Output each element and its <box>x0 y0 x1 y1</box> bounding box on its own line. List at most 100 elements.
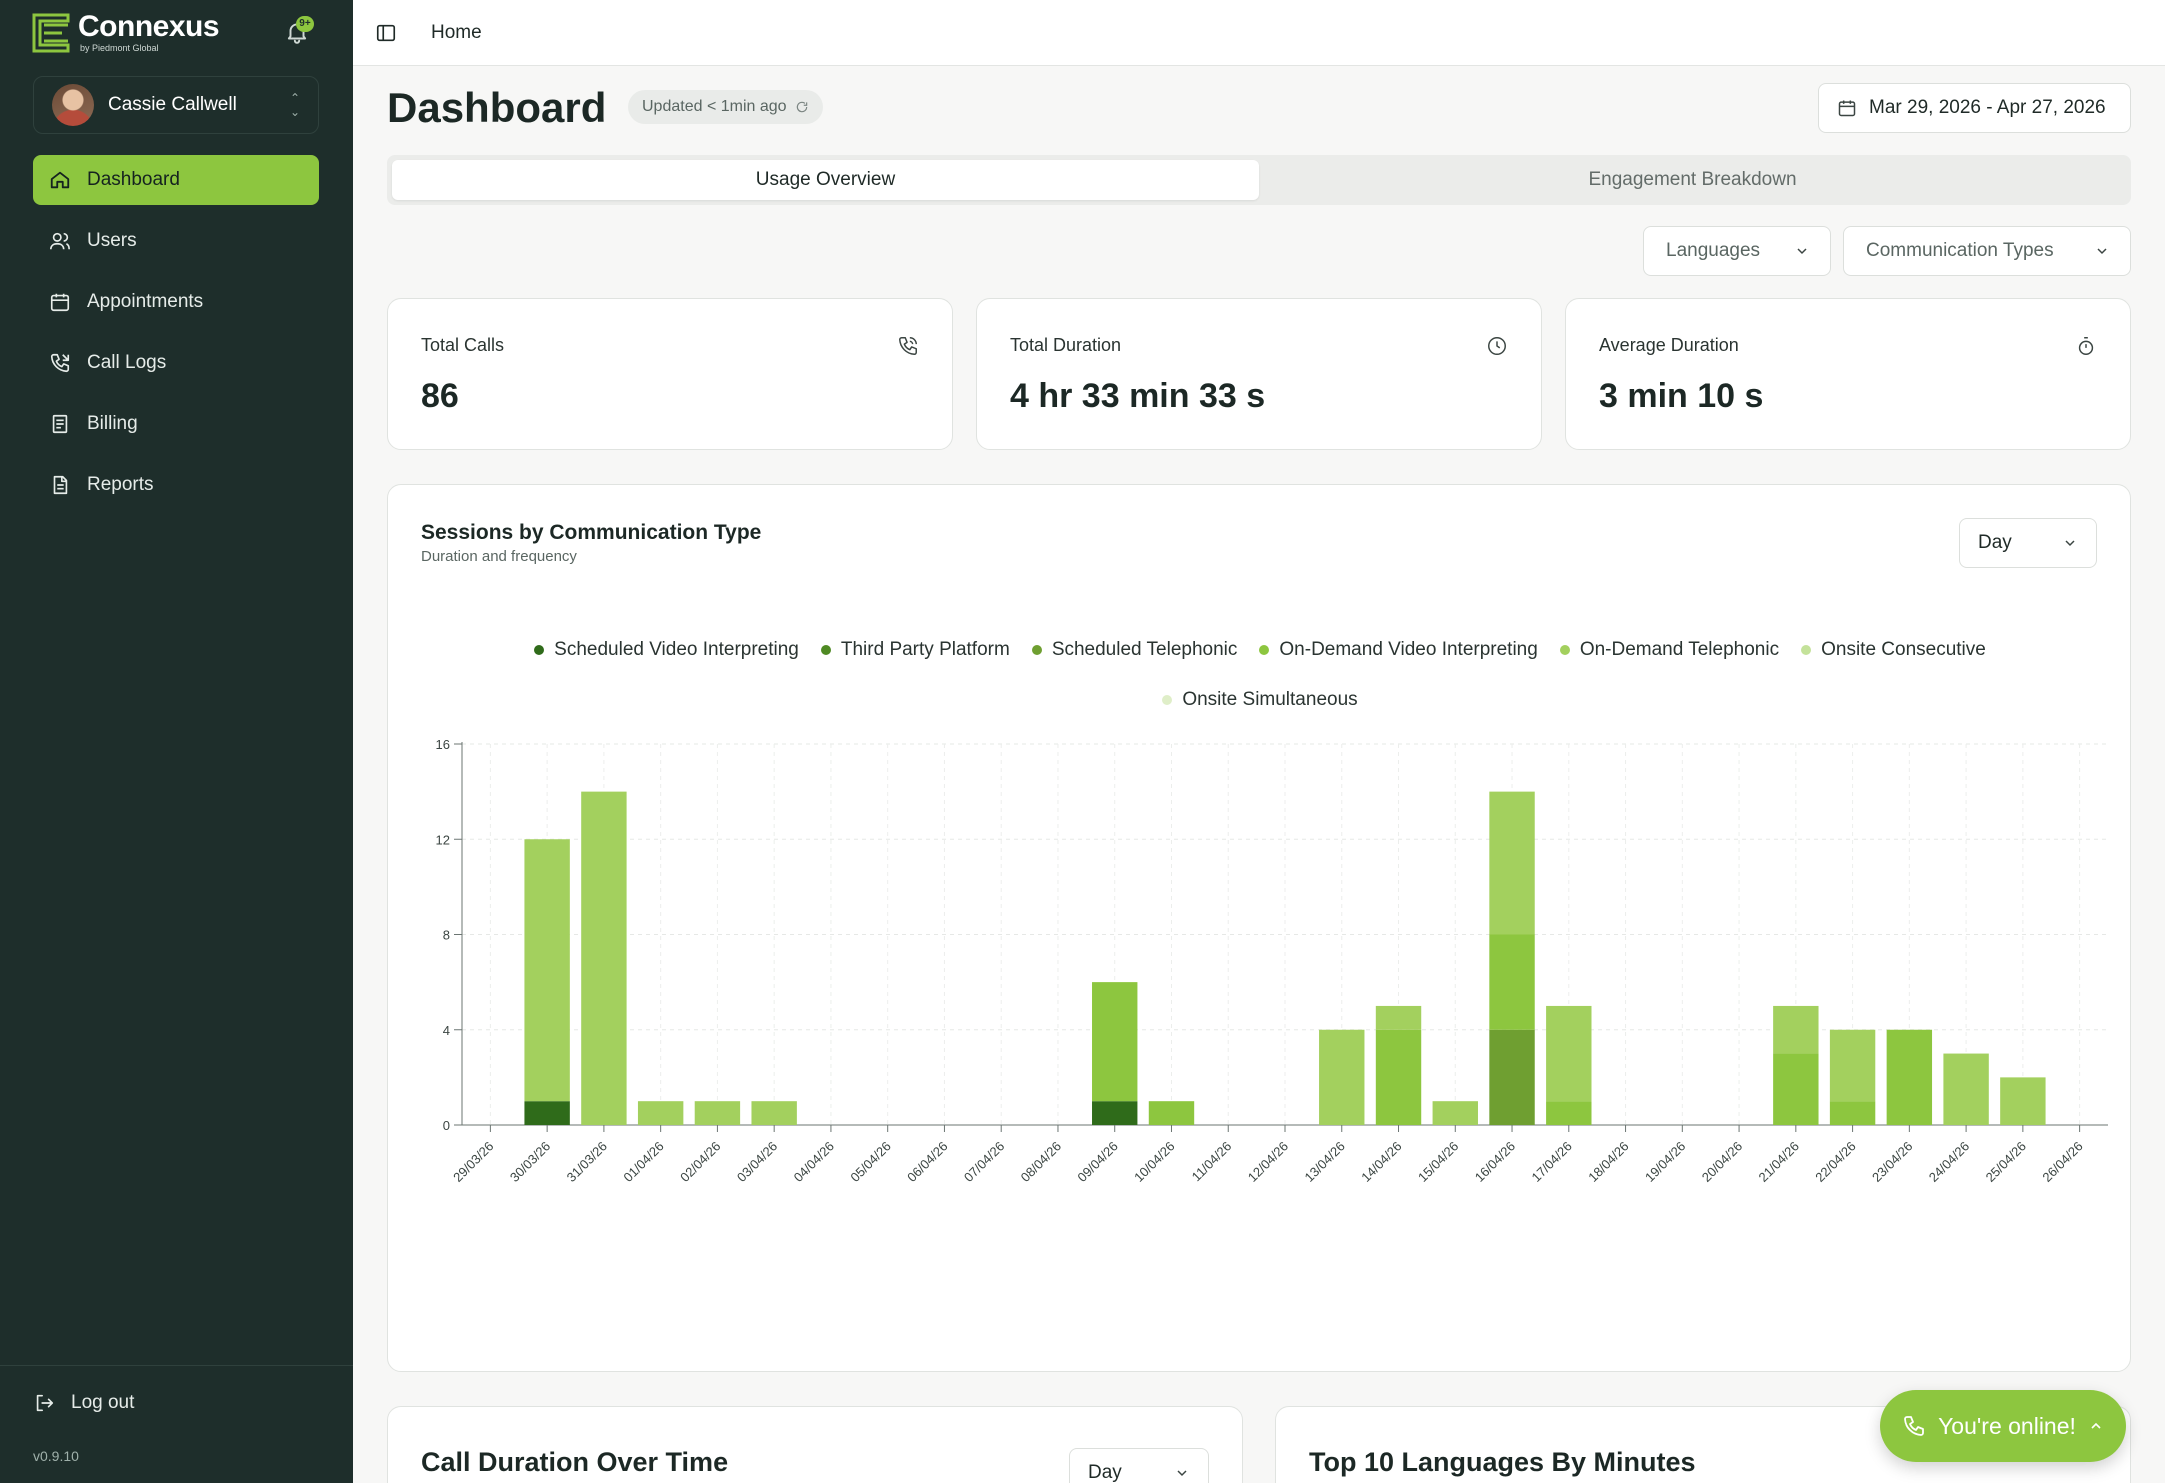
languages-filter-label: Languages <box>1666 240 1761 261</box>
sidebar-nav: Dashboard Users Appointments Call Logs B… <box>33 155 319 521</box>
legend-item[interactable]: Onsite Consecutive <box>1801 633 1986 667</box>
x-tick-label: 07/04/26 <box>961 1139 1007 1185</box>
timer-icon <box>2078 337 2094 355</box>
x-tick-label: 11/04/26 <box>1189 1139 1235 1185</box>
logout-icon <box>36 1394 54 1412</box>
sidebar-item-label: Appointments <box>87 291 204 312</box>
main-content: Home Dashboard Updated < 1min ago Mar 29… <box>353 0 2165 1483</box>
y-tick-label: 12 <box>436 832 450 847</box>
chevron-down-icon <box>1797 248 1807 255</box>
y-tick-label: 4 <box>443 1023 450 1038</box>
legend-label: On-Demand Video Interpreting <box>1279 639 1538 660</box>
sidebar-item-dashboard[interactable]: Dashboard <box>33 155 319 205</box>
legend-label: Onsite Simultaneous <box>1182 689 1358 710</box>
x-tick-label: 20/04/26 <box>1699 1139 1745 1185</box>
x-tick-label: 31/03/26 <box>564 1139 610 1185</box>
legend-dot <box>1031 645 1042 655</box>
chart-legend: Scheduled Video Interpreting Third Party … <box>388 633 2132 717</box>
sidebar-item-label: Call Logs <box>87 352 167 373</box>
stat-card-total-calls: Total Calls 86 <box>387 298 953 450</box>
legend-dot <box>1162 695 1173 705</box>
document-icon <box>53 475 68 495</box>
sidebar-item-appointments[interactable]: Appointments <box>33 277 319 327</box>
bar-segment <box>2000 1077 2046 1125</box>
x-tick-label: 06/04/26 <box>904 1139 950 1185</box>
chevron-up-down-icon: ⌃ ⌄ <box>289 91 300 119</box>
granularity-select[interactable]: Day <box>1959 518 2097 568</box>
connexus-logo-icon <box>32 13 70 52</box>
sidebar-item-call-logs[interactable]: Call Logs <box>33 338 319 388</box>
card-title: Top 10 Languages By Minutes <box>1309 1447 1696 1477</box>
legend-dot <box>1559 645 1570 655</box>
user-name: Cassie Callwell <box>108 94 237 115</box>
logout-button[interactable]: Log out <box>33 1392 134 1414</box>
sidebar-item-billing[interactable]: Billing <box>33 399 319 449</box>
x-tick-label: 25/04/26 <box>1983 1139 2029 1185</box>
sidebar: Connexus by Piedmont Global 9+ Cassie Ca… <box>0 0 353 1483</box>
legend-item[interactable]: Scheduled Telephonic <box>1031 633 1238 667</box>
bar-segment <box>1092 982 1138 1102</box>
updated-badge[interactable]: Updated < 1min ago <box>628 90 823 124</box>
languages-filter[interactable]: Languages <box>1643 226 1831 276</box>
x-tick-label: 15/04/26 <box>1415 1139 1461 1185</box>
stat-card-average-duration: Average Duration 3 min 10 s <box>1565 298 2131 450</box>
sidebar-item-reports[interactable]: Reports <box>33 460 319 510</box>
granularity-select[interactable]: Day <box>1069 1448 1209 1483</box>
bar-segment <box>524 839 570 1102</box>
x-tick-label: 21/04/26 <box>1756 1139 1802 1185</box>
legend-item[interactable]: On-Demand Video Interpreting <box>1259 633 1538 667</box>
sidebar-item-label: Users <box>87 230 137 251</box>
x-tick-label: 09/04/26 <box>1074 1139 1120 1185</box>
topbar: Home <box>353 0 2165 66</box>
granularity-value: Day <box>1088 1462 1122 1483</box>
bar-segment <box>1886 1029 1933 1125</box>
breadcrumb[interactable]: Home <box>431 21 482 43</box>
x-tick-label: 03/04/26 <box>734 1139 780 1185</box>
stat-label: Average Duration <box>1599 335 1739 355</box>
calendar-icon <box>50 293 70 312</box>
legend-dot <box>1801 645 1812 655</box>
bar-segment <box>1829 1101 1876 1125</box>
call-duration-card: Call Duration Over Time Day <box>387 1406 1243 1483</box>
chart-subtitle: Duration and frequency <box>421 548 577 565</box>
updated-text: Updated < 1min ago <box>642 98 787 115</box>
legend-label: Third Party Platform <box>840 639 1010 660</box>
refresh-icon <box>796 101 807 113</box>
sidebar-toggle-icon[interactable] <box>375 22 397 44</box>
legend-label: Scheduled Video Interpreting <box>554 639 799 660</box>
user-switcher[interactable]: Cassie Callwell ⌃ ⌄ <box>33 76 319 134</box>
communication-types-filter[interactable]: Communication Types <box>1843 226 2131 276</box>
y-tick-label: 0 <box>443 1118 450 1133</box>
bar-segment <box>524 1101 570 1125</box>
x-tick-label: 29/03/26 <box>450 1139 496 1185</box>
avatar <box>52 84 94 126</box>
bar-segment <box>1319 1029 1365 1125</box>
bar-segment <box>1943 1053 1989 1125</box>
legend-item[interactable]: On-Demand Telephonic <box>1559 633 1780 667</box>
chevron-down-icon <box>2065 540 2075 547</box>
online-status-button[interactable]: You're online! <box>1880 1390 2126 1462</box>
sidebar-item-label: Billing <box>87 413 138 434</box>
sidebar-item-users[interactable]: Users <box>33 216 319 266</box>
legend-label: On-Demand Telephonic <box>1579 639 1780 660</box>
tab-usage-overview[interactable]: Usage Overview <box>392 160 1259 200</box>
legend-item[interactable]: Onsite Simultaneous <box>1162 683 1358 717</box>
stat-label: Total Calls <box>421 335 505 355</box>
notification-badge: 9+ <box>296 16 314 32</box>
brand-logo[interactable]: Connexus by Piedmont Global <box>32 12 220 53</box>
stat-label: Total Duration <box>1010 335 1122 355</box>
date-range-picker[interactable]: Mar 29, 2026 - Apr 27, 2026 <box>1818 83 2131 133</box>
legend-label: Scheduled Telephonic <box>1051 639 1238 660</box>
tab-engagement-breakdown[interactable]: Engagement Breakdown <box>1588 169 1797 190</box>
x-tick-label: 05/04/26 <box>847 1139 893 1185</box>
sidebar-item-label: Reports <box>87 474 154 495</box>
legend-item[interactable]: Third Party Platform <box>820 633 1010 667</box>
legend-label: Onsite Consecutive <box>1821 639 1986 660</box>
app-version: v0.9.10 <box>33 1448 79 1464</box>
x-tick-label: 01/04/26 <box>620 1139 666 1185</box>
y-tick-label: 16 <box>436 737 450 752</box>
legend-item[interactable]: Scheduled Video Interpreting <box>534 633 799 667</box>
calendar-icon <box>1838 100 1856 117</box>
bar-segment <box>1773 1005 1819 1054</box>
bar-segment <box>1148 1101 1195 1125</box>
